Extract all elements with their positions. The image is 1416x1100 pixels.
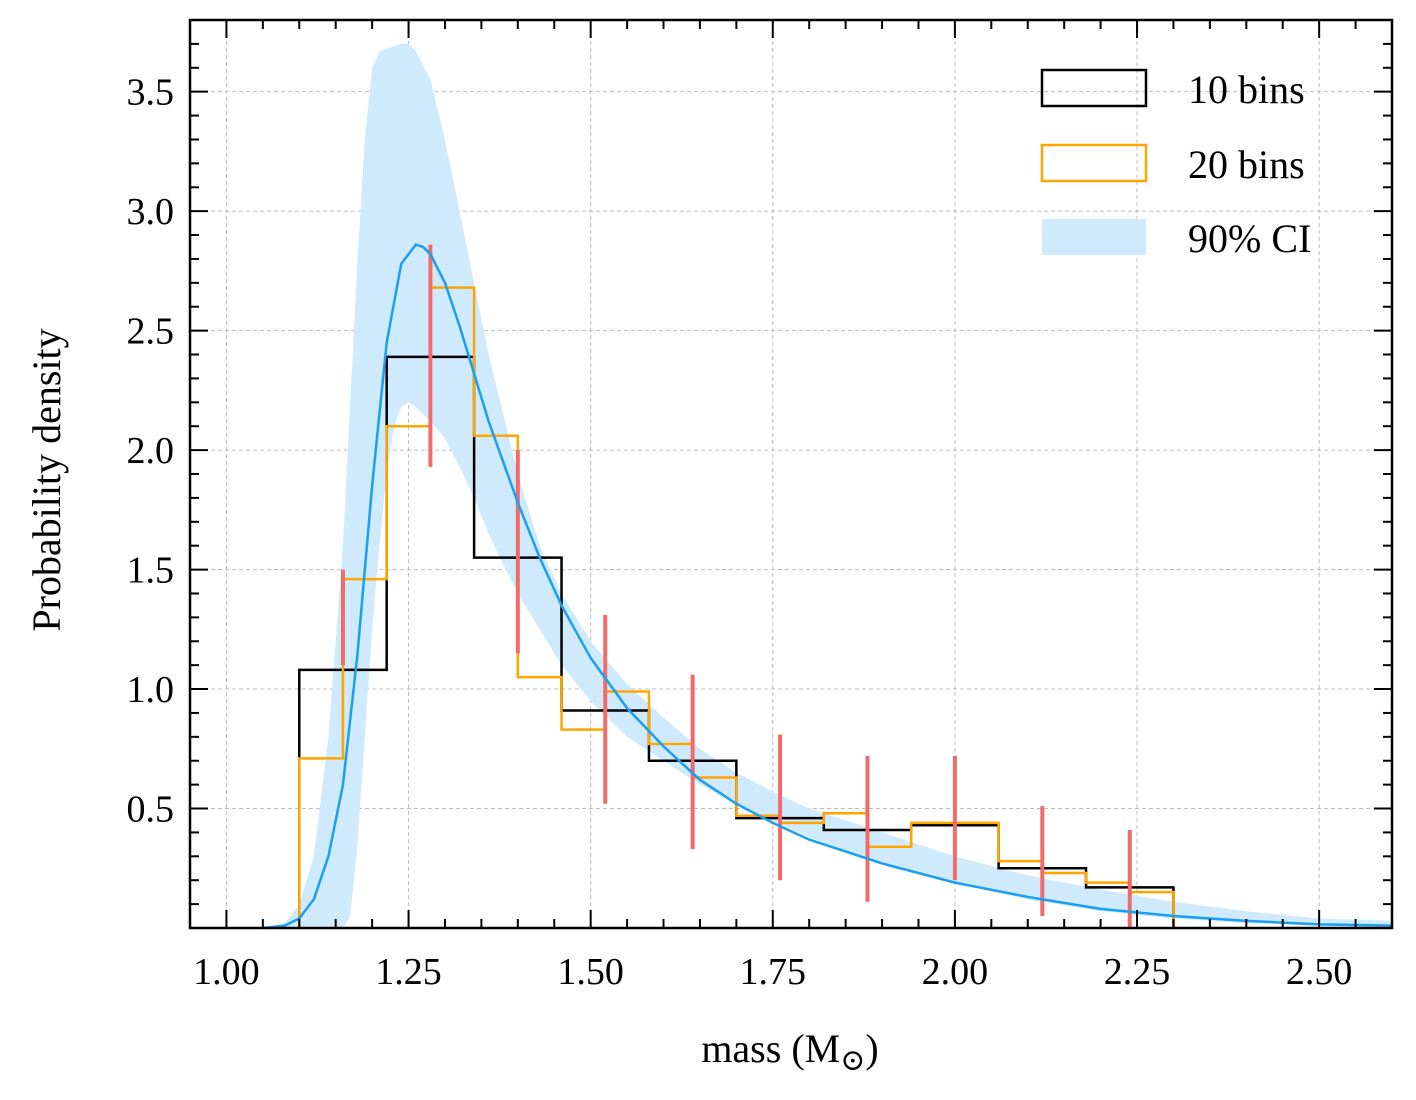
- x-tick-label: 2.50: [1286, 951, 1353, 993]
- y-tick-label: 3.5: [127, 72, 175, 114]
- ci-band: [262, 43, 1392, 929]
- tick-labels: 1.00 1.25 1.50 1.75 2.00 2.25 2.50 0.5 1.0 1.5 2.0…: [127, 72, 1353, 993]
- legend-swatch-20-bins: [1040, 143, 1148, 183]
- x-tick-label: 1.00: [193, 951, 260, 993]
- x-axis-title-close: ): [865, 1026, 878, 1071]
- model-curve-line: [262, 243, 1393, 930]
- legend: 10 bins 20 bins 90% CI: [1040, 67, 1311, 261]
- y-tick-label: 1.5: [127, 550, 175, 592]
- error-bars: [340, 244, 1132, 928]
- x-tick-label: 1.50: [557, 951, 624, 993]
- legend-label-10-bins: 10 bins: [1188, 67, 1305, 112]
- y-tick-label: 3.0: [127, 191, 175, 233]
- y-tick-label: 1.0: [127, 669, 175, 711]
- model-curve: [262, 243, 1393, 930]
- x-tick-label: 2.00: [922, 951, 989, 993]
- legend-label-20-bins: 20 bins: [1188, 142, 1305, 187]
- x-tick-label: 2.25: [1104, 951, 1171, 993]
- legend-swatch-10-bins: [1040, 68, 1148, 108]
- x-axis-title: mass (M⊙): [701, 1026, 878, 1077]
- x-tick-label: 1.25: [375, 951, 442, 993]
- x-axis-title-main: mass (M: [701, 1026, 840, 1071]
- y-tick-label: 2.0: [127, 430, 175, 472]
- legend-label-90-ci: 90% CI: [1188, 216, 1311, 261]
- legend-swatch-90-ci: [1042, 219, 1146, 255]
- plot-frame: [188, 18, 1394, 930]
- x-tick-label: 1.75: [740, 951, 807, 993]
- x-axis-title-subscript: ⊙: [840, 1044, 865, 1077]
- y-tick-label: 0.5: [127, 789, 175, 831]
- y-axis-title: Probability density: [24, 328, 69, 631]
- ci-band-area: [262, 43, 1392, 929]
- y-tick-label: 2.5: [127, 311, 175, 353]
